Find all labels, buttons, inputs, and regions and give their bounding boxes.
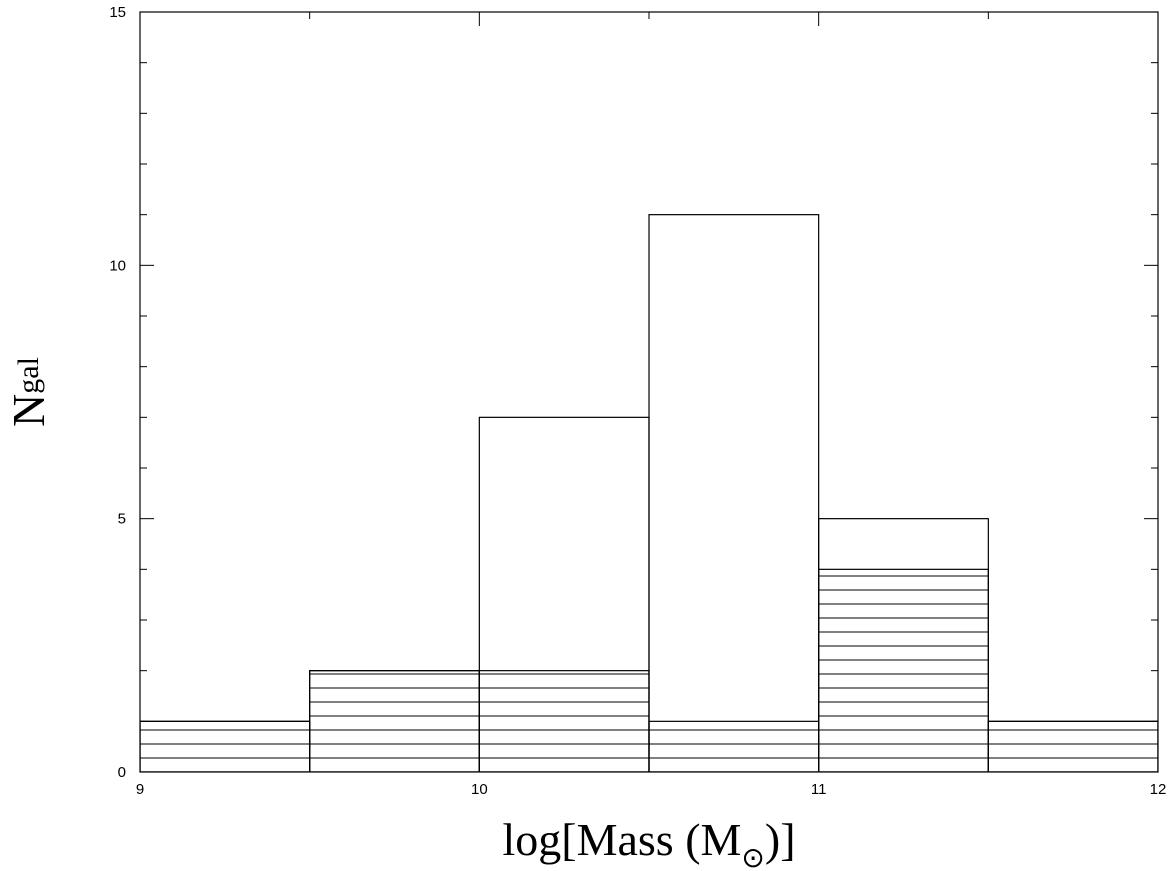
- y-axis-title-sub: gal: [12, 357, 45, 394]
- y-tick-label: 0: [118, 764, 126, 781]
- x-tick-label: 10: [471, 781, 488, 798]
- histogram-bar: [648, 214, 820, 772]
- histogram-bar: [987, 720, 1158, 772]
- histogram-bar: [309, 670, 480, 772]
- y-axis-title-main: N: [3, 394, 54, 427]
- y-tick-label: 10: [109, 257, 126, 274]
- hatched-bar: [818, 568, 989, 772]
- x-tick-label: 12: [1150, 781, 1167, 798]
- y-axis-title: Ngal: [3, 357, 54, 427]
- hatched-bar: [987, 720, 1158, 772]
- x-axis-title-main: log[Mass (M: [502, 814, 741, 865]
- histogram-bar: [478, 416, 650, 772]
- open-histogram-layer: [140, 214, 1158, 772]
- y-tick-label: 15: [109, 4, 126, 21]
- histogram-bar: [140, 720, 311, 772]
- x-axis-title: log[Mass (M⊙)]: [502, 814, 795, 871]
- axis-ticks: [139, 11, 1159, 773]
- tick-labels: 9 10 11 12 0 5 10 15: [109, 4, 1166, 798]
- hatched-bar: [478, 670, 650, 772]
- histogram-bar: [818, 518, 989, 772]
- x-tick-label: 11: [811, 781, 827, 798]
- x-tick-label: 9: [136, 781, 144, 798]
- y-tick-label: 5: [118, 511, 126, 528]
- hatched-bar: [648, 720, 820, 772]
- hatched-bar: [140, 720, 311, 772]
- x-axis-title-sub: ⊙: [741, 843, 764, 871]
- hatched-bar: [309, 670, 480, 772]
- x-axis-title-close: )]: [765, 814, 796, 865]
